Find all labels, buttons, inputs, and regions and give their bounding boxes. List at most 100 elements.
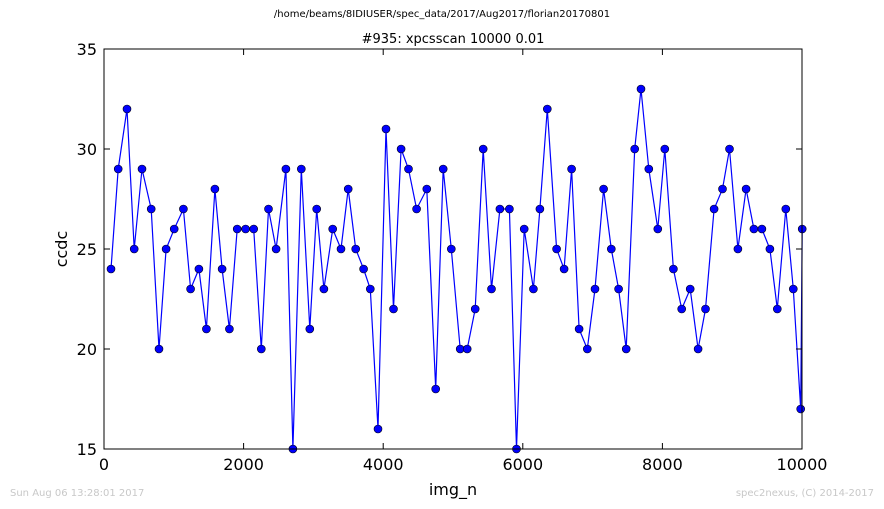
data-point: [669, 264, 678, 274]
data-point: [431, 384, 441, 394]
data-point: [582, 344, 592, 354]
data-point: [202, 324, 211, 334]
data-point: [772, 304, 782, 314]
y-tick-label: 30: [77, 140, 97, 159]
data-point: [701, 304, 710, 314]
y-tick-label: 35: [77, 40, 97, 59]
x-tick-label: 8000: [642, 455, 683, 474]
y-tick-label: 25: [77, 240, 97, 259]
data-point: [281, 164, 291, 174]
data-point: [438, 164, 448, 174]
data-point: [336, 244, 346, 254]
x-tick-label: 6000: [502, 455, 543, 474]
data-point: [129, 244, 139, 254]
data-point: [106, 264, 116, 274]
data-point: [122, 104, 132, 114]
data-point: [535, 204, 545, 214]
x-tick-label: 10000: [777, 455, 828, 474]
data-point: [741, 184, 751, 194]
data-point: [718, 184, 727, 194]
data-point: [733, 244, 743, 254]
data-point: [343, 184, 353, 194]
data-point: [487, 284, 496, 294]
data-point: [796, 404, 806, 414]
x-tick-label: 0: [99, 455, 109, 474]
data-point: [154, 344, 164, 354]
data-point: [606, 244, 616, 254]
data-point: [305, 324, 315, 334]
x-tick-label: 2000: [223, 455, 264, 474]
data-point: [271, 244, 281, 254]
data-point: [249, 224, 258, 234]
data-point: [590, 284, 600, 294]
data-point: [169, 224, 179, 234]
data-point: [217, 264, 227, 274]
data-point: [381, 124, 391, 134]
data-point: [725, 144, 734, 154]
data-point: [653, 224, 663, 234]
data-point: [567, 164, 576, 174]
data-point: [757, 224, 767, 234]
data-point: [179, 204, 188, 214]
plot-area: [106, 84, 807, 454]
x-tick-label: 4000: [363, 455, 404, 474]
data-point: [470, 304, 480, 314]
y-axis-label: ccdc: [52, 231, 71, 268]
data-point: [462, 344, 472, 354]
data-point: [146, 204, 156, 214]
data-point: [412, 204, 421, 214]
data-point: [574, 324, 584, 334]
series-line: [110, 88, 803, 450]
data-point: [529, 284, 538, 294]
axis-ticks: 0 2000 4000 6000 8000 10000 15 20 25 30 35: [77, 40, 828, 474]
data-point: [232, 224, 242, 234]
chart-title: #935: xpcsscan 10000 0.01: [362, 32, 545, 47]
data-point: [296, 164, 306, 174]
data-point: [365, 284, 375, 294]
data-point: [351, 244, 361, 254]
data-point: [552, 244, 561, 254]
data-point: [404, 164, 413, 174]
data-point: [693, 344, 703, 354]
data-point: [677, 304, 687, 314]
data-point: [225, 324, 234, 334]
data-point: [614, 284, 623, 294]
data-point: [210, 184, 220, 194]
data-point: [636, 84, 646, 94]
data-point: [446, 244, 456, 254]
data-point: [765, 244, 775, 254]
data-point: [685, 284, 695, 294]
data-point: [137, 164, 147, 174]
data-point: [389, 304, 398, 314]
data-point: [161, 244, 171, 254]
data-point: [542, 104, 552, 114]
footer-timestamp: Sun Aug 06 13:28:01 2017: [10, 488, 145, 499]
data-point: [505, 204, 514, 214]
data-point: [495, 204, 505, 214]
data-point: [373, 424, 383, 434]
data-point: [186, 284, 195, 294]
data-point: [319, 284, 329, 294]
data-point: [256, 344, 266, 354]
data-point: [599, 184, 608, 194]
data-point: [788, 284, 798, 294]
figure-suptitle: /home/beams/8IDIUSER/spec_data/2017/Aug2…: [273, 9, 611, 20]
data-point: [328, 224, 338, 234]
x-axis-label: img_n: [429, 480, 477, 500]
data-point: [396, 144, 406, 154]
data-point: [630, 144, 640, 154]
data-point: [709, 204, 719, 214]
y-tick-label: 20: [77, 340, 97, 359]
data-point: [264, 204, 273, 214]
data-point: [781, 204, 791, 214]
data-point: [422, 184, 432, 194]
data-point: [312, 204, 322, 214]
data-point: [559, 264, 569, 274]
data-point: [660, 144, 670, 154]
y-tick-label: 15: [77, 440, 97, 459]
data-point: [113, 164, 123, 174]
data-point: [359, 264, 368, 274]
data-point: [241, 224, 250, 234]
data-point: [749, 224, 759, 234]
